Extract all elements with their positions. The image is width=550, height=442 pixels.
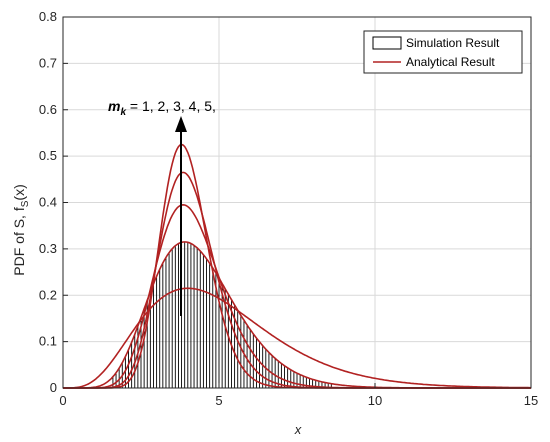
y-axis-label: PDF of S, fS(x): [11, 184, 31, 275]
y-tick-label: 0.3: [39, 241, 57, 256]
x-tick-labels: 0 5 10 15: [59, 383, 538, 408]
legend-box: [363, 30, 523, 74]
mk-label: mk = 1, 2, 3, 4, 5,: [108, 98, 216, 118]
legend: Simulation Result Analytical Result: [363, 30, 523, 74]
mk-annotation: mk = 1, 2, 3, 4, 5,: [108, 98, 216, 316]
y-tick-label: 0.4: [39, 195, 57, 210]
analytical-curve-mk-1: [63, 287, 531, 389]
analytical-curve-mk-4: [63, 171, 531, 389]
y-tick-label: 0.5: [39, 148, 57, 163]
x-tick-label: 5: [215, 393, 222, 408]
y-tick-label: 0: [50, 380, 57, 395]
y-tick-label: 0.7: [39, 55, 57, 70]
y-tick-label: 0.8: [39, 9, 57, 24]
y-tick-labels: 0 0.1 0.2 0.3 0.4 0.5 0.6 0.7 0.8: [39, 9, 68, 395]
legend-label-analytical: Analytical Result: [406, 55, 495, 69]
legend-swatch-simulation: [372, 36, 402, 50]
analytical-curve-mk-3: [63, 203, 531, 389]
y-tick-label: 0.2: [39, 287, 57, 302]
analytical-curves: [63, 143, 531, 389]
x-axis-label: x: [294, 422, 302, 437]
legend-label-simulation: Simulation Result: [406, 36, 500, 50]
y-tick-label: 0.1: [39, 334, 57, 349]
arrow-head-icon: [175, 116, 187, 132]
x-tick-label: 15: [524, 393, 538, 408]
x-tick-label: 0: [59, 393, 66, 408]
y-tick-label: 0.6: [39, 102, 57, 117]
x-tick-label: 10: [368, 393, 382, 408]
